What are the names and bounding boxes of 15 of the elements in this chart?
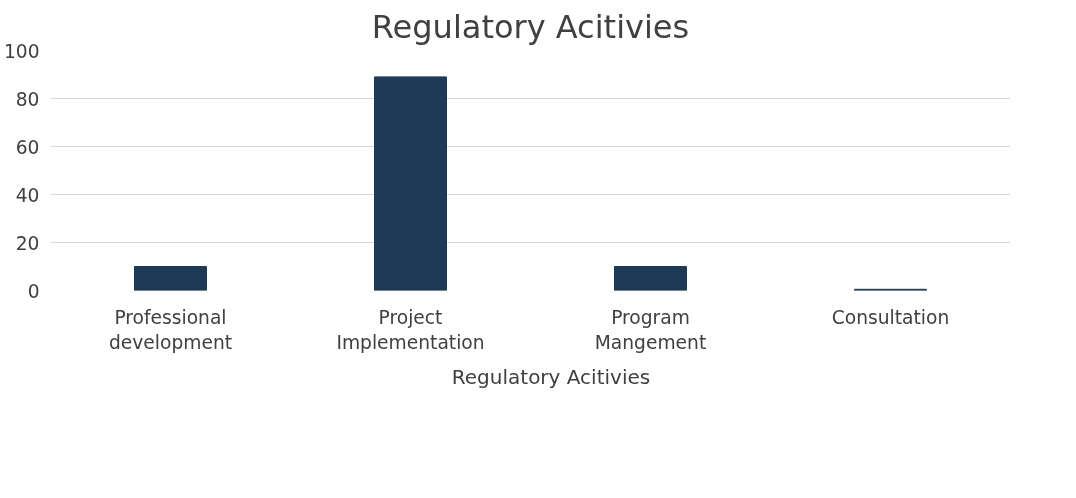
- bar: [374, 76, 447, 291]
- x-tick-label: Professional development: [108, 306, 233, 353]
- x-tick-label: Project Implementation: [336, 306, 485, 353]
- bar: [614, 266, 687, 291]
- y-tick-label: 100: [3, 40, 40, 62]
- chart-title: Regulatory Acitivies: [371, 7, 690, 46]
- y-tick-label: 80: [15, 88, 40, 110]
- x-tick-label: Program Mangement: [594, 306, 707, 353]
- y-tick-label: 20: [15, 232, 40, 254]
- y-tick-label: 40: [15, 184, 40, 206]
- text: Regulatory Acitivies: [451, 365, 651, 389]
- x-tick-label: Consultation: [831, 306, 950, 328]
- bar: [134, 266, 207, 291]
- y-tick-label: 0: [27, 280, 40, 302]
- y-tick-label: 60: [15, 136, 40, 158]
